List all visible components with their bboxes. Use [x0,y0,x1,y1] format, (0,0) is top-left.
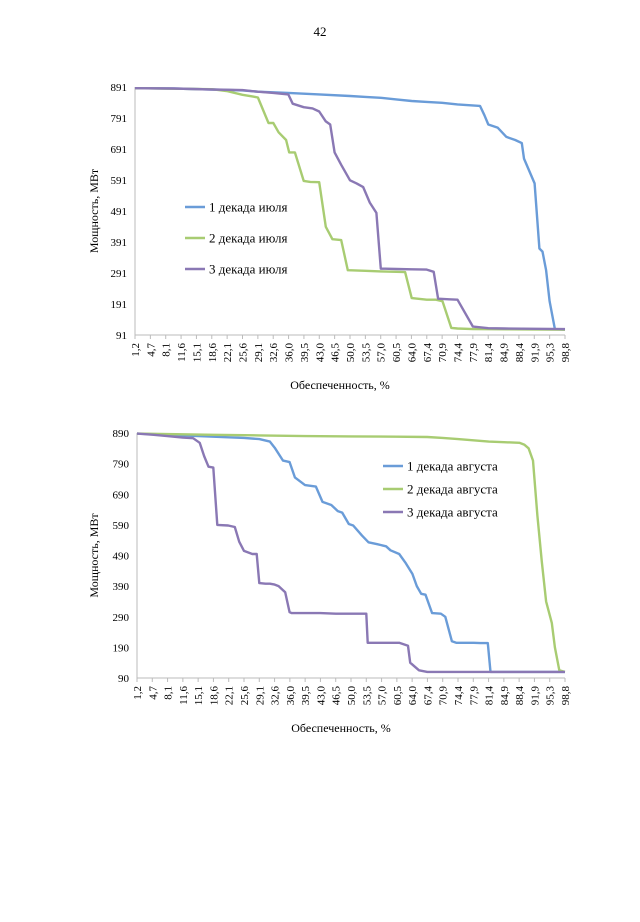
y-tick-label: 590 [113,520,130,532]
x-tick-label: 98,8 [560,343,572,363]
x-tick-label: 25,6 [239,686,251,706]
x-tick-label: 88,4 [514,343,526,363]
x-tick-label: 4,7 [145,343,157,357]
y-tick-label: 390 [113,581,130,593]
x-tick-label: 15,1 [191,343,203,362]
legend-label-august-1: 1 декада августа [407,459,498,474]
x-tick-label: 81,4 [483,343,495,363]
x-tick-label: 74,4 [453,343,465,363]
y-tick-label: 290 [113,612,130,624]
x-tick-label: 50,0 [345,343,357,363]
x-tick-label: 70,9 [438,686,450,706]
x-tick-label: 64,0 [406,343,418,363]
y-tick-label: 490 [113,551,130,563]
x-tick-label: 46,5 [331,686,343,706]
x-tick-label: 77,9 [468,343,480,363]
series-line-august-1 [136,432,565,674]
y-tick-label: 190 [113,642,130,654]
x-tick-label: 22,1 [222,343,234,362]
x-tick-label: 84,9 [499,342,511,362]
x-tick-label: 67,4 [422,686,434,706]
series-line-july-1 [134,87,566,331]
y-tick-label: 690 [113,489,130,501]
legend-label-august-2: 2 декада августа [407,482,498,497]
x-tick-label: 29,1 [254,686,266,705]
x-tick-label: 53,5 [361,686,373,706]
y-tick-label: 491 [111,206,128,218]
x-tick-label: 11,6 [178,686,190,705]
x-axis-title: Обеспеченность, % [290,378,390,392]
x-tick-label: 60,5 [391,343,403,363]
x-tick-label: 81,4 [484,686,496,706]
x-tick-label: 39,5 [299,343,311,363]
y-tick-label: 890 [113,428,130,440]
y-tick-label: 90 [118,673,130,685]
x-tick-label: 91,9 [529,343,541,363]
series-line-august-2 [136,432,566,674]
x-tick-label: 1,2 [132,686,144,700]
x-tick-label: 18,6 [208,686,220,706]
x-tick-label: 11,6 [176,343,188,362]
x-tick-label: 84,9 [499,686,511,706]
x-tick-label: 57,0 [376,343,388,363]
x-tick-label: 43,0 [315,686,327,706]
series-line-july-3 [134,87,566,331]
y-tick-label: 391 [111,237,128,249]
y-axis-title: Мощность, МВт [87,168,101,253]
x-tick-label: 91,9 [529,686,541,706]
x-tick-label: 32,6 [270,686,282,706]
y-tick-label: 591 [111,175,128,187]
x-tick-label: 29,1 [253,343,265,362]
legend-label-july-3: 3 декада июля [209,262,287,277]
x-tick-label: 98,8 [560,686,572,706]
y-axis-title: Мощность, МВт [87,513,101,598]
x-tick-label: 43,0 [314,343,326,363]
x-tick-label: 18,6 [207,343,219,363]
y-tick-label: 791 [111,113,128,125]
x-tick-label: 60,5 [392,686,404,706]
x-tick-label: 8,1 [163,686,175,700]
x-tick-label: 4,7 [147,686,159,700]
x-tick-label: 39,5 [300,686,312,706]
x-tick-label: 95,3 [545,686,557,706]
x-tick-label: 8,1 [161,343,173,357]
x-tick-label: 25,6 [238,343,250,363]
x-tick-label: 77,9 [468,686,480,706]
legend-label-july-1: 1 декада июля [209,200,287,215]
series-line-august-3 [136,432,565,674]
x-tick-label: 36,0 [285,686,297,706]
x-tick-label: 64,0 [407,686,419,706]
x-tick-label: 70,9 [437,343,449,363]
y-tick-label: 191 [111,299,128,311]
y-tick-label: 91 [116,330,127,342]
x-tick-label: 74,4 [453,686,465,706]
y-tick-label: 790 [113,459,130,471]
page-number: 42 [313,24,327,39]
series-line-july-2 [134,87,566,331]
x-tick-label: 1,2 [130,343,142,357]
x-tick-label: 88,4 [514,686,526,706]
y-tick-label: 691 [111,144,128,156]
x-tick-label: 22,1 [224,686,236,705]
x-tick-label: 57,0 [377,686,389,706]
legend-label-july-2: 2 декада июля [209,231,287,246]
x-tick-label: 67,4 [422,343,434,363]
y-tick-label: 291 [111,268,128,280]
y-tick-label: 891 [111,82,128,94]
x-tick-label: 32,6 [268,343,280,363]
legend-label-august-3: 3 декада августа [407,505,498,520]
x-tick-label: 46,5 [330,343,342,363]
x-tick-label: 15,1 [193,686,205,705]
x-axis-title: Обеспеченность, % [291,721,391,735]
x-tick-label: 36,0 [284,343,296,363]
x-tick-label: 53,5 [360,343,372,363]
x-tick-label: 95,3 [545,343,557,363]
x-tick-label: 50,0 [346,686,358,706]
